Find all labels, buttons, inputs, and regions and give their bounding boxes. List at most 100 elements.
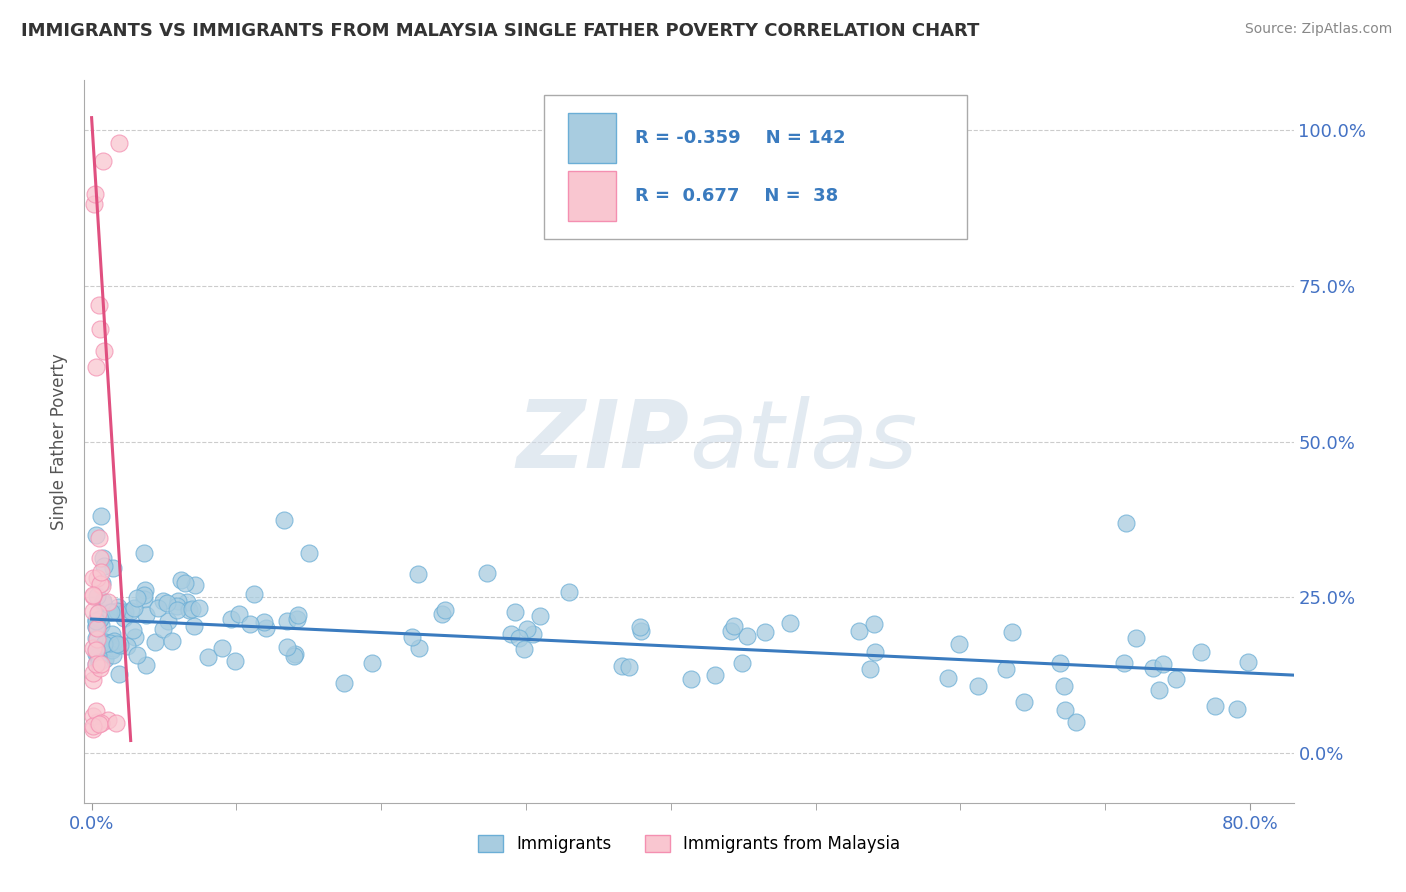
Point xyxy=(135,608,157,623)
Point xyxy=(239,617,262,632)
Point xyxy=(211,641,233,656)
Point xyxy=(703,668,725,682)
Point xyxy=(97,713,120,727)
Point xyxy=(754,624,776,639)
Point xyxy=(197,650,219,665)
Point xyxy=(516,622,538,636)
Point xyxy=(82,673,104,688)
Point xyxy=(406,567,429,582)
Point xyxy=(83,196,105,211)
Point xyxy=(90,618,112,632)
Point xyxy=(1236,656,1258,670)
Point xyxy=(84,642,107,657)
Point xyxy=(433,603,456,617)
Point xyxy=(93,559,115,574)
Point xyxy=(122,600,145,615)
Bar xyxy=(568,112,616,163)
Text: R = -0.359    N = 142: R = -0.359 N = 142 xyxy=(634,129,845,147)
Point xyxy=(863,645,886,659)
Point xyxy=(679,673,702,687)
Point xyxy=(98,636,121,650)
Point xyxy=(859,662,882,676)
Point xyxy=(115,640,138,654)
Point xyxy=(101,648,124,662)
Point xyxy=(107,667,129,681)
Point xyxy=(170,573,193,587)
Y-axis label: Single Father Poverty: Single Father Poverty xyxy=(51,353,69,530)
Point xyxy=(628,620,651,634)
Text: ZIP: ZIP xyxy=(516,395,689,488)
Point xyxy=(1189,645,1212,659)
Point xyxy=(283,647,305,661)
Point xyxy=(1012,695,1035,709)
Point xyxy=(254,621,277,635)
Point xyxy=(89,551,111,566)
Point xyxy=(91,576,114,591)
Point xyxy=(89,612,111,626)
Point xyxy=(84,704,107,718)
Point xyxy=(1164,672,1187,686)
Bar xyxy=(568,170,616,221)
Point xyxy=(107,136,129,150)
Point xyxy=(966,679,988,693)
Point xyxy=(93,637,115,651)
Point xyxy=(475,566,498,580)
Point xyxy=(401,631,423,645)
Point xyxy=(89,661,111,675)
Point xyxy=(84,613,107,627)
Point xyxy=(862,617,884,632)
Point xyxy=(124,630,146,644)
Point xyxy=(97,595,120,609)
Point xyxy=(558,585,581,599)
Point xyxy=(224,654,246,668)
Point xyxy=(86,632,108,646)
Point xyxy=(179,603,201,617)
Point xyxy=(219,612,242,626)
Point xyxy=(86,589,108,603)
Point xyxy=(112,611,135,625)
Point xyxy=(93,343,115,358)
Point xyxy=(86,571,108,585)
Point xyxy=(135,658,157,673)
Point xyxy=(103,634,125,648)
Point xyxy=(125,591,148,605)
Point xyxy=(176,595,198,609)
Point xyxy=(152,594,174,608)
Point xyxy=(188,601,211,615)
Point xyxy=(995,662,1018,676)
Point xyxy=(100,642,122,657)
Point xyxy=(228,607,250,622)
Point xyxy=(94,652,117,666)
Point xyxy=(90,509,112,524)
Point xyxy=(105,716,128,731)
Point xyxy=(276,614,298,628)
Point xyxy=(82,722,104,736)
Point xyxy=(1001,625,1024,640)
Point xyxy=(127,648,149,662)
Point xyxy=(1115,516,1137,530)
Point xyxy=(132,591,155,606)
Point xyxy=(276,640,298,654)
Point xyxy=(167,594,190,608)
Point xyxy=(508,631,530,645)
Point xyxy=(181,602,204,616)
Point xyxy=(156,614,179,628)
Point xyxy=(93,594,115,608)
Point xyxy=(89,577,111,591)
Point xyxy=(91,551,114,566)
Point xyxy=(1204,698,1226,713)
FancyBboxPatch shape xyxy=(544,95,967,239)
Point xyxy=(86,607,108,621)
Point xyxy=(86,359,108,374)
Point xyxy=(152,622,174,636)
Point xyxy=(779,615,801,630)
Point xyxy=(87,531,110,545)
Point xyxy=(1226,701,1249,715)
Point xyxy=(283,648,305,663)
Point xyxy=(285,612,308,626)
Text: IMMIGRANTS VS IMMIGRANTS FROM MALAYSIA SINGLE FATHER POVERTY CORRELATION CHART: IMMIGRANTS VS IMMIGRANTS FROM MALAYSIA S… xyxy=(21,22,980,40)
Point xyxy=(91,154,114,169)
Point xyxy=(499,627,522,641)
Point xyxy=(731,656,754,670)
Point xyxy=(84,620,107,634)
